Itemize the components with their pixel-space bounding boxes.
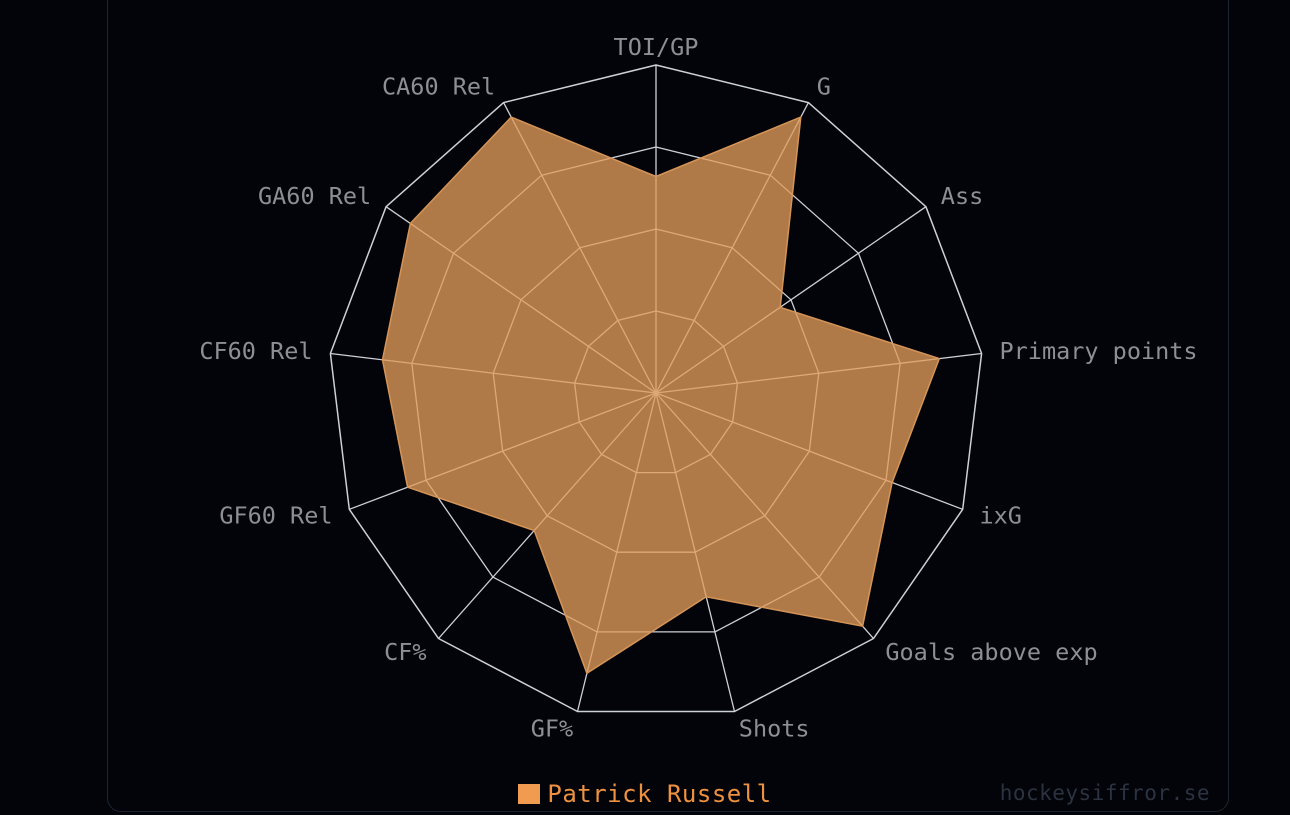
legend-swatch[interactable]	[518, 784, 541, 804]
axis-label-cf-: CF%	[384, 638, 426, 666]
axis-label-g: G	[817, 72, 831, 100]
axis-label-ca60-rel: CA60 Rel	[382, 72, 495, 100]
axis-label-primary-points: Primary points	[1000, 337, 1198, 365]
watermark-text: hockeysiffror.se	[999, 781, 1210, 805]
grid-ring	[329, 64, 983, 713]
axis-label-ga60-rel: GA60 Rel	[258, 182, 371, 210]
radar-series	[381, 116, 941, 675]
axis-label-cf60-rel: CF60 Rel	[199, 337, 312, 365]
axis-label-ixg: ixG	[980, 501, 1022, 529]
axis-label-ass: Ass	[941, 182, 983, 210]
axis-label-gf-: GF%	[531, 715, 573, 743]
axis-label-gf60-rel: GF60 Rel	[219, 501, 332, 529]
axis-label-goals-above-exp: Goals above exp	[885, 638, 1097, 666]
chart-panel-frame	[107, 0, 1229, 812]
axis-label-toi-gp: TOI/GP	[614, 33, 699, 61]
radar-axis-labels: TOI/GP G Ass Primary points ixG Goals above e…	[199, 33, 1197, 743]
series-area-patrick-russell	[381, 116, 941, 675]
legend-label[interactable]: Patrick Russell	[547, 780, 772, 808]
legend: Patrick Russell	[0, 780, 1290, 808]
axis-label-shots: Shots	[739, 715, 810, 743]
